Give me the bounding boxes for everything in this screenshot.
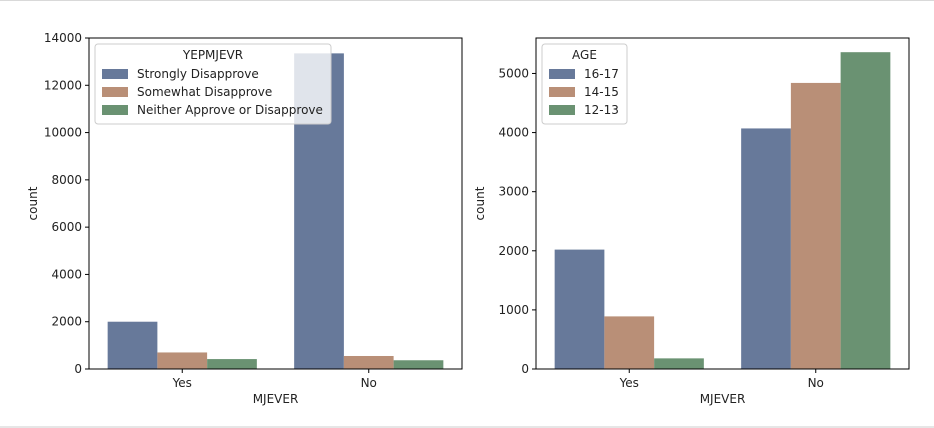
y-tick-label: 12000 (44, 78, 82, 92)
y-tick-label: 5000 (498, 66, 529, 80)
plot-frame (535, 37, 910, 370)
bar-yes-series-3 (654, 358, 704, 369)
y-axis-label: count (473, 186, 487, 220)
bar-yes-series-1 (554, 249, 605, 369)
plot-frame (88, 37, 463, 370)
y-tick-label: 2000 (498, 244, 529, 258)
legend-box (94, 43, 332, 125)
bar-yes-series-2 (604, 316, 655, 369)
x-axis-label: MJEVER (253, 392, 299, 406)
y-tick-label: 1000 (498, 303, 529, 317)
y-tick-label: 10000 (44, 126, 82, 140)
bar-no-series-2 (343, 355, 394, 369)
y-tick-label: 6000 (51, 220, 82, 234)
bottom-divider (0, 426, 934, 428)
legend-label: 12-13 (584, 103, 619, 117)
x-tick-label: No (361, 376, 377, 390)
y-axis-label: count (26, 186, 40, 220)
legend-box (541, 43, 628, 125)
y-tick-label: 2000 (51, 315, 82, 329)
chart-panel-1: 0 2000 4000 6000 8000 10000 12000 14000 Yes No MJE… (26, 31, 463, 406)
y-tick-label: 8000 (51, 173, 82, 187)
legend-title: YEPMJEVR (182, 48, 243, 62)
bar-yes-series-2 (157, 352, 208, 369)
legend-title: AGE (572, 48, 597, 62)
y-tick-label: 3000 (498, 185, 529, 199)
legend-swatch (549, 87, 575, 97)
y-tick-label: 0 (74, 362, 82, 376)
top-divider (0, 0, 934, 1)
y-tick-label: 0 (521, 362, 529, 376)
y-tick-label: 4000 (51, 267, 82, 281)
legend-label: Somewhat Disapprove (137, 85, 272, 99)
x-tick-label: No (808, 376, 824, 390)
bar-no-series-3 (393, 360, 444, 369)
bar-yes-series-1 (107, 321, 158, 369)
x-axis-label: MJEVER (700, 392, 746, 406)
chart-panel-2: 0 1000 2000 3000 4000 5000 Yes No MJEVER count AGE… (473, 37, 910, 406)
legend-label: Neither Approve or Disapprove (137, 103, 323, 117)
legend-swatch (549, 105, 575, 115)
x-tick-label: Yes (172, 376, 192, 390)
legend-swatch (102, 105, 128, 115)
legend-swatch (102, 87, 128, 97)
legend-label: 16-17 (584, 67, 619, 81)
legend-swatch (549, 69, 575, 79)
bar-no-series-1 (741, 128, 791, 369)
y-tick-label: 14000 (44, 31, 82, 45)
legend-swatch (102, 69, 128, 79)
bar-no-series-2 (790, 82, 841, 370)
legend-label: 14-15 (584, 85, 619, 99)
legend-label: Strongly Disapprove (137, 67, 259, 81)
y-tick-label: 4000 (498, 126, 529, 140)
bar-yes-series-3 (207, 359, 257, 369)
bar-no-series-3 (840, 52, 891, 369)
x-tick-label: Yes (619, 376, 639, 390)
